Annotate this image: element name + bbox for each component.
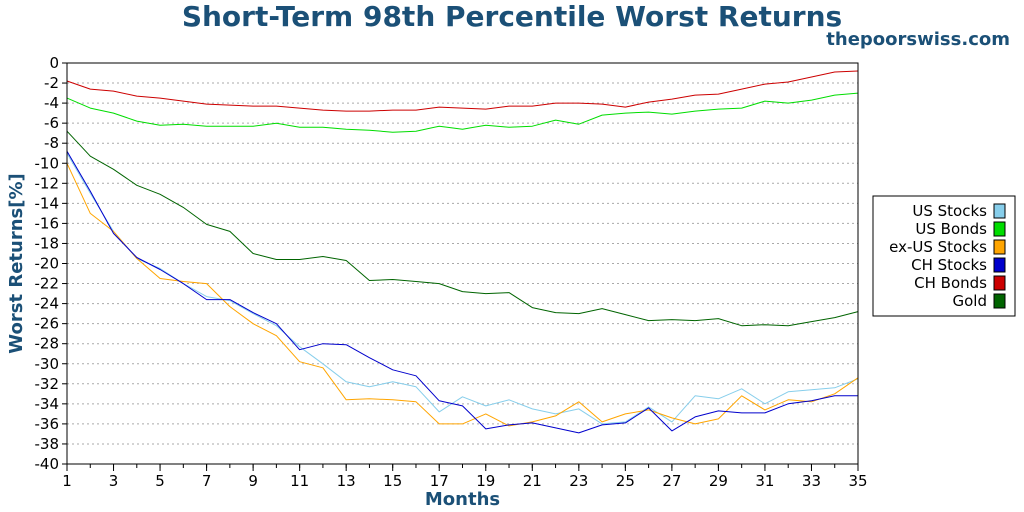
y-tick-label: -26 (35, 315, 60, 333)
y-tick-label: -40 (35, 455, 60, 473)
series-line-ch-bonds (66, 70, 859, 112)
x-tick-label: 21 (523, 472, 542, 490)
x-tick-label: 35 (848, 472, 867, 490)
x-tick-label: 9 (248, 472, 258, 490)
series-line-ch-stocks (66, 150, 858, 434)
y-tick-label: -36 (35, 415, 60, 433)
x-tick-label: 19 (476, 472, 495, 490)
y-tick-label: -28 (35, 335, 60, 353)
legend-swatch-ch-bonds (993, 275, 1006, 291)
x-tick-label: 27 (662, 472, 681, 490)
x-tick-label: 1 (62, 472, 72, 490)
legend-swatch-gold (993, 293, 1006, 309)
y-tick-label: -16 (35, 214, 60, 232)
watermark: thepoorswiss.com (826, 29, 1010, 50)
y-tick-label: -38 (35, 435, 60, 453)
series-line-ex-us-stocks (66, 163, 859, 427)
legend-swatch-ex-us-stocks (993, 239, 1006, 255)
x-tick-label: 3 (109, 472, 119, 490)
legend-swatch-ch-stocks (993, 257, 1006, 273)
y-tick-label: -2 (44, 74, 59, 92)
legend-label-ch-stocks: CH Stocks (911, 256, 987, 274)
x-tick-label: 13 (337, 472, 356, 490)
y-tick-label: -24 (35, 295, 60, 313)
y-tick-label: -22 (35, 275, 60, 293)
chart-title: Short-Term 98th Percentile Worst Returns (181, 0, 843, 33)
y-axis-ticks: 0 -2 -4 -6 -8 -10 -12 -14 -16 -18 -20 -22 -24 -26 -28 -… (35, 54, 67, 473)
x-tick-label: 15 (383, 472, 402, 490)
x-tick-label: 25 (616, 472, 635, 490)
x-axis-ticks: 1 3 5 7 9 11 13 15 17 19 21 23 25 27 29 31 33 35 (62, 464, 868, 490)
y-tick-label: -6 (44, 114, 59, 132)
series-line-gold (66, 130, 859, 327)
y-tick-label: -32 (35, 375, 60, 393)
x-tick-label: 29 (709, 472, 728, 490)
y-tick-label: 0 (49, 54, 59, 72)
legend-label-ch-bonds: CH Bonds (914, 274, 987, 292)
series-line-us-bonds (66, 92, 859, 133)
y-tick-label: -18 (35, 234, 60, 252)
series-lines (66, 70, 859, 434)
y-tick-label: -34 (35, 395, 60, 413)
legend-swatch-us-stocks (993, 203, 1006, 219)
legend-box (872, 195, 1016, 317)
y-tick-label: -20 (35, 255, 60, 273)
y-tick-label: -10 (35, 154, 60, 172)
y-tick-label: -8 (44, 134, 59, 152)
x-tick-label: 5 (155, 472, 165, 490)
legend-label-us-stocks: US Stocks (912, 202, 987, 220)
x-tick-label: 7 (202, 472, 212, 490)
x-tick-label: 23 (569, 472, 588, 490)
x-tick-label: 11 (290, 472, 309, 490)
legend-label-ex-us-stocks: ex-US Stocks (889, 238, 987, 256)
series-line-us-stocks (66, 152, 859, 425)
x-tick-label: 33 (802, 472, 821, 490)
x-axis-title: Months (425, 489, 500, 510)
legend-swatch-us-bonds (993, 221, 1006, 237)
x-tick-label: 31 (755, 472, 774, 490)
y-tick-label: -12 (35, 174, 60, 192)
x-tick-label: 17 (430, 472, 449, 490)
y-tick-label: -30 (35, 355, 60, 373)
legend-label-gold: Gold (953, 292, 988, 310)
y-tick-label: -14 (35, 194, 60, 212)
legend-label-us-bonds: US Bonds (915, 220, 987, 238)
y-tick-label: -4 (44, 94, 59, 112)
y-axis-title: Worst Returns[%] (6, 173, 27, 353)
